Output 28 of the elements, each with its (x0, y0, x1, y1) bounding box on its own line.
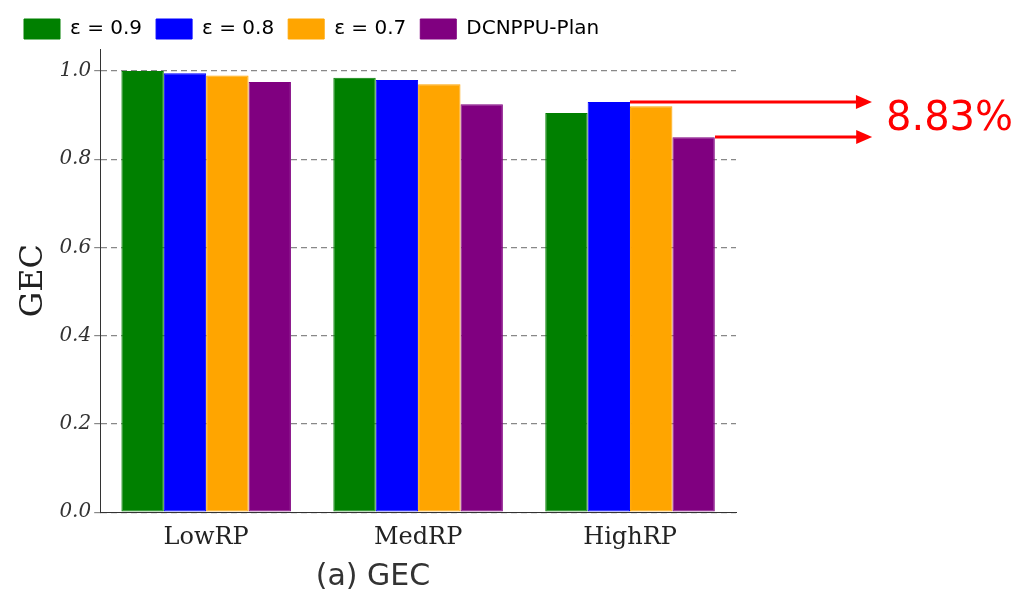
y-axis-title: GEC (11, 243, 50, 318)
y-tick-label: 0.8 (59, 145, 92, 170)
legend-label: ε = 0.9 (70, 15, 143, 40)
bar (248, 82, 291, 512)
y-tick-label: 1.0 (59, 57, 92, 82)
y-tick-label: 0.0 (59, 498, 92, 523)
bar (163, 73, 207, 512)
x-tick-label: HighRP (583, 521, 677, 550)
bar (545, 112, 588, 512)
bar (375, 79, 419, 512)
bar (630, 106, 673, 512)
x-tick-label: MedRP (373, 521, 463, 550)
y-tick-label: 0.2 (59, 410, 92, 435)
legend-label: DCNPPU-Plan (466, 15, 600, 40)
bar (418, 84, 461, 512)
bar (206, 75, 249, 512)
legend-label: ε = 0.7 (334, 15, 407, 40)
text: (a) GEC (315, 556, 431, 592)
text: 8.83% (886, 92, 1014, 139)
bar (333, 77, 376, 512)
bar (672, 137, 715, 512)
bar (587, 101, 631, 512)
y-tick-label: 0.4 (59, 321, 92, 346)
legend-label: ε = 0.8 (202, 15, 275, 40)
x-tick-label: LowRP (163, 521, 249, 550)
bar (121, 71, 164, 512)
bar (460, 104, 503, 512)
y-tick-label: 0.6 (59, 233, 92, 258)
